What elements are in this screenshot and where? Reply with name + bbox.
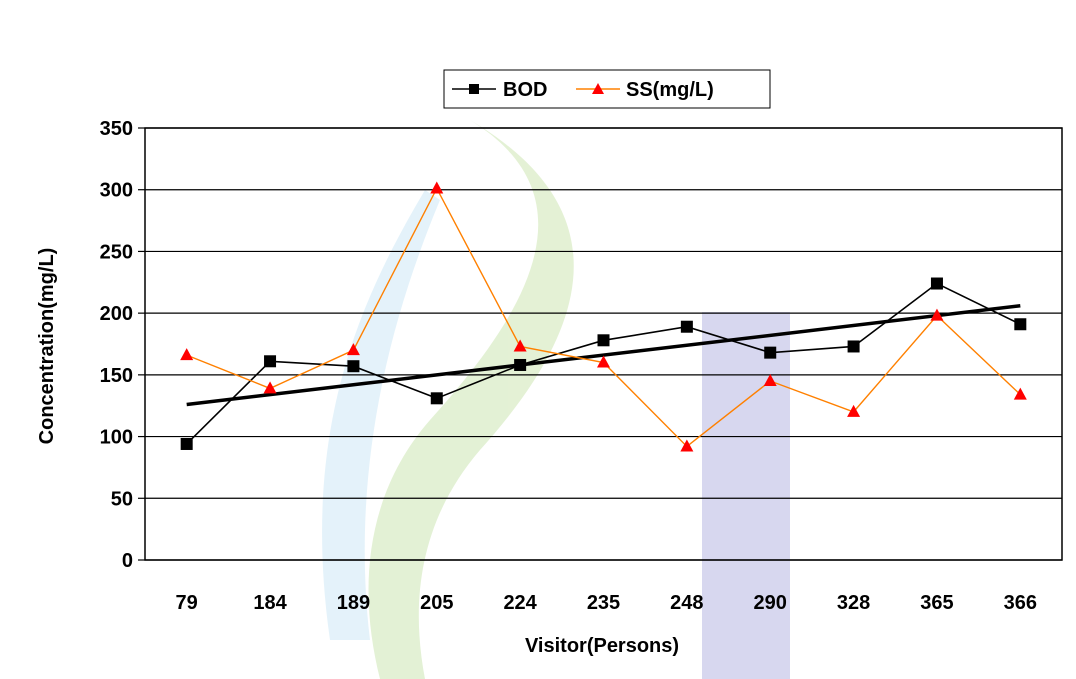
legend-label-bod: BOD [503,79,547,101]
data-point-ss-mg-l-366 [1013,387,1027,400]
x-tick-label-189: 189 [337,592,370,614]
x-axis-ticks: 79 184 189 205 224 235 248 290 328 365 366 [176,592,1037,614]
data-point-bod-290 [764,346,777,359]
data-point-bod-184 [264,355,277,368]
x-tick-label-328: 328 [837,592,870,614]
x-tick-label-248: 248 [670,592,703,614]
data-point-ss-mg-l-205 [430,181,444,194]
data-point-bod-224 [514,358,527,371]
x-axis-title: Visitor(Persons) [525,635,679,657]
y-tick-label-350: 350 [100,118,133,140]
series-line-ss-mg-l [186,186,1021,448]
watermark-bar [702,312,790,679]
legend: BOD SS(mg/L) [443,69,771,109]
data-point-ss-mg-l-235 [597,355,610,368]
y-tick-label-200: 200 [100,303,133,325]
data-point-ss-mg-l-224 [513,339,527,352]
x-tick-label-224: 224 [503,592,537,614]
x-tick-label-79: 79 [176,592,198,614]
watermark-green-swoosh [368,120,574,679]
y-axis-ticks: 0 50 100 150 200 250 300 350 [100,118,145,572]
series-ss-mg-l [180,181,1027,452]
data-point-bod-248 [680,320,693,333]
data-point-ss-mg-l-365 [930,308,944,321]
x-tick-label-366: 366 [1004,592,1037,614]
data-point-ss-mg-l-184 [263,381,277,394]
x-tick-label-235: 235 [587,592,620,614]
data-point-ss-mg-l-290 [763,374,777,387]
y-tick-label-250: 250 [100,241,133,263]
legend-ss-marker [592,83,604,94]
y-tick-label-0: 0 [122,550,133,572]
legend-bod-marker [469,84,479,94]
data-point-ss-mg-l-248 [680,439,694,452]
series-bod [180,277,1027,450]
trendline [186,303,1021,407]
plot-area-frame [144,127,1063,561]
y-tick-label-150: 150 [100,365,133,387]
watermark-blue-swoosh [322,190,440,640]
x-tick-label-290: 290 [754,592,787,614]
watermark [322,120,790,679]
x-tick-label-184: 184 [253,592,287,614]
data-point-ss-mg-l-328 [847,404,861,417]
data-point-bod-205 [430,392,443,405]
data-point-bod-328 [847,340,860,353]
x-tick-label-365: 365 [920,592,953,614]
data-point-bod-235 [597,334,610,347]
data-point-bod-79 [180,437,193,450]
y-tick-label-50: 50 [111,488,133,510]
series-layer [180,181,1027,452]
data-point-bod-365 [930,277,943,290]
data-point-bod-366 [1014,318,1027,331]
data-point-ss-mg-l-79 [180,348,194,361]
x-tick-label-205: 205 [420,592,453,614]
y-tick-label-300: 300 [100,180,133,202]
y-tick-label-100: 100 [100,427,133,449]
data-point-ss-mg-l-189 [346,343,360,356]
y-axis-title: Concentration(mg/L) [36,248,58,445]
data-point-bod-189 [347,360,360,373]
legend-label-ss: SS(mg/L) [626,79,714,101]
